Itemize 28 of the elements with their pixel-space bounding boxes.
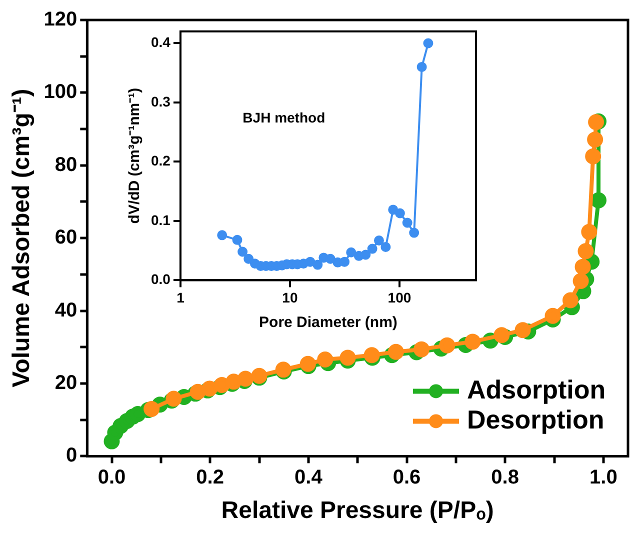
y-axis-title: dV/dD (cm³g⁻¹nm⁻¹) — [126, 88, 144, 224]
y-tick-label: 100 — [44, 81, 78, 104]
y-tick-label: 120 — [44, 8, 78, 31]
x-tick-label: 1.0 — [590, 466, 618, 489]
x-tick-label: 0.6 — [392, 466, 421, 489]
y-tick-label: 40 — [54, 299, 78, 322]
x-tick-label: 1 — [176, 289, 185, 306]
y-tick-label: 60 — [54, 226, 78, 249]
legend-label: Desorption — [467, 404, 604, 434]
x-tick-label: 0.4 — [294, 466, 324, 489]
x-tick-label: 0.0 — [98, 466, 126, 489]
annotation: BJH method — [242, 109, 326, 126]
y-tick-label: 0.3 — [150, 93, 171, 110]
x-tick-label: 100 — [388, 289, 412, 306]
x-tick-label: 0.2 — [196, 466, 224, 489]
y-tick-label: 0.4 — [150, 34, 171, 50]
x-tick-label: 0.8 — [491, 466, 519, 489]
y-tick-label: 0.2 — [150, 152, 171, 169]
y-tick-label: 80 — [54, 154, 78, 176]
y-tick-label: 0.0 — [150, 271, 171, 288]
x-axis-title: Pore Diameter (nm) — [259, 314, 398, 332]
y-tick-label: 0.1 — [150, 212, 171, 228]
x-tick-label: 10 — [282, 289, 298, 306]
legend-label: Adsorption — [467, 374, 606, 404]
x-axis-title: Relative Pressure (P/Pₒ) — [221, 497, 494, 524]
y-tick-label: 20 — [54, 372, 78, 394]
y-axis-title: Volume Adsorbed (cm³g⁻¹) — [8, 88, 36, 388]
y-tick-label: 0 — [66, 444, 78, 467]
